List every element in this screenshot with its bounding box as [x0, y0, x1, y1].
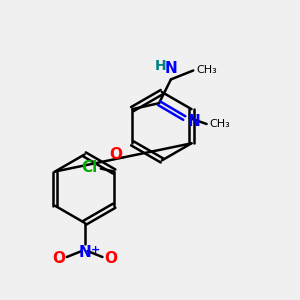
- Text: O: O: [52, 251, 65, 266]
- Text: N: N: [78, 245, 91, 260]
- Text: O: O: [109, 147, 122, 162]
- Text: ⁻: ⁻: [57, 257, 64, 270]
- Text: +: +: [91, 245, 100, 255]
- Text: CH₃: CH₃: [210, 119, 230, 129]
- Text: Cl: Cl: [82, 160, 98, 175]
- Text: N: N: [165, 61, 177, 76]
- Text: N: N: [187, 113, 200, 128]
- Text: H: H: [155, 59, 166, 74]
- Text: O: O: [104, 251, 117, 266]
- Text: CH₃: CH₃: [196, 65, 217, 76]
